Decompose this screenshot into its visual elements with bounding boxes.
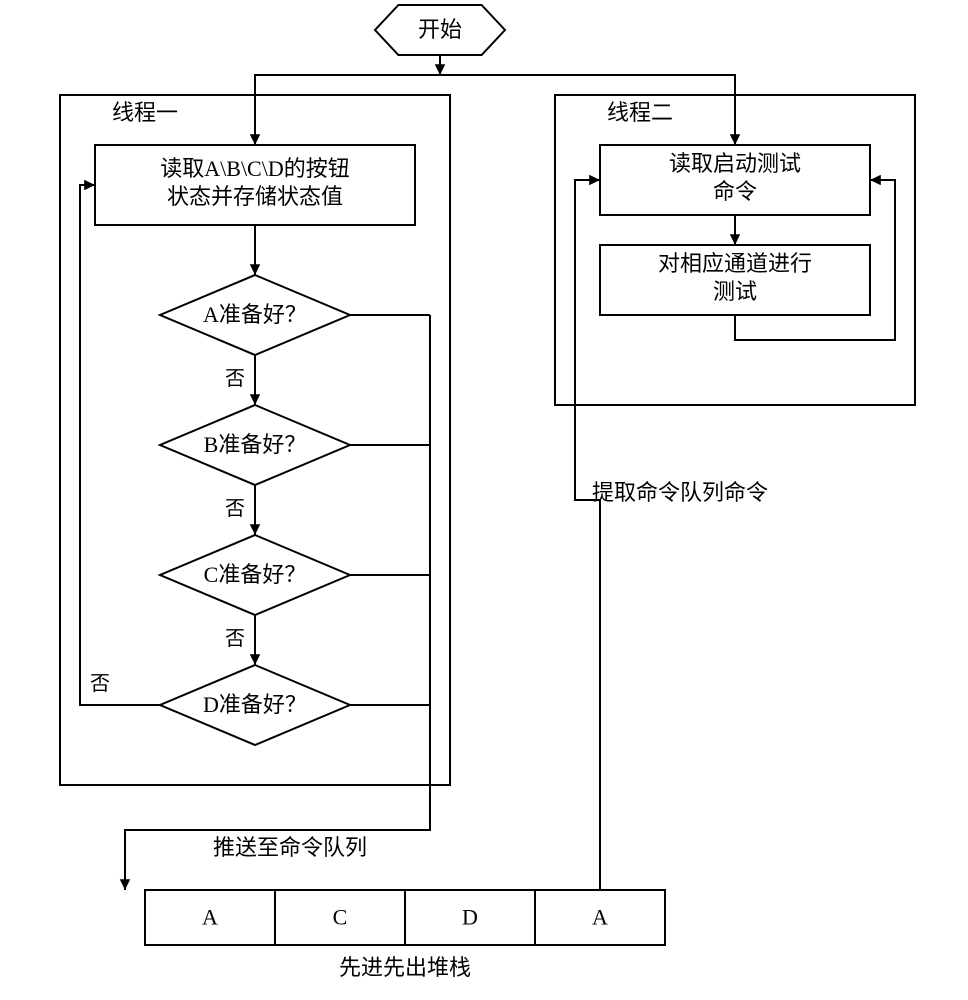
svg-text:否: 否 — [225, 628, 245, 650]
svg-text:测试: 测试 — [713, 279, 757, 304]
svg-text:提取命令队列命令: 提取命令队列命令 — [592, 480, 768, 505]
svg-text:线程一: 线程一 — [112, 100, 178, 125]
svg-text:否: 否 — [225, 368, 245, 390]
svg-text:命令: 命令 — [713, 179, 757, 204]
svg-text:C: C — [333, 905, 348, 930]
svg-text:状态并存储状态值: 状态并存储状态值 — [167, 184, 343, 209]
svg-text:C准备好？: C准备好？ — [204, 562, 307, 587]
svg-text:读取启动测试: 读取启动测试 — [669, 151, 801, 176]
svg-text:A: A — [592, 905, 608, 930]
svg-text:B准备好？: B准备好？ — [204, 432, 307, 457]
svg-text:对相应通道进行: 对相应通道进行 — [658, 251, 812, 276]
svg-text:读取A\B\C\D的按钮: 读取A\B\C\D的按钮 — [160, 156, 349, 181]
svg-text:否: 否 — [90, 673, 110, 695]
svg-text:开始: 开始 — [418, 17, 462, 42]
svg-text:A: A — [202, 905, 218, 930]
svg-text:先进先出堆栈: 先进先出堆栈 — [339, 955, 471, 980]
svg-text:线程二: 线程二 — [607, 100, 673, 125]
svg-text:D准备好？: D准备好？ — [203, 692, 307, 717]
svg-text:A准备好？: A准备好？ — [203, 302, 307, 327]
svg-text:D: D — [462, 905, 478, 930]
svg-text:推送至命令队列: 推送至命令队列 — [213, 835, 367, 860]
svg-text:否: 否 — [225, 498, 245, 520]
